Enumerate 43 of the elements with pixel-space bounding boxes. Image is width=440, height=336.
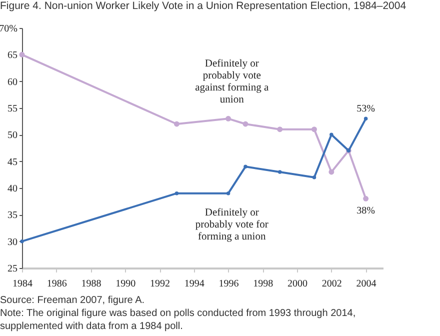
point [174, 191, 179, 196]
source-note: Source: Freeman 2007, figure A. [0, 295, 145, 306]
point [278, 170, 282, 174]
point [312, 126, 317, 132]
y-tick-label: 30 [8, 236, 18, 248]
point [277, 126, 283, 132]
y-tick-label: 25 [8, 264, 18, 274]
x-tick-label: 1986 [46, 278, 67, 290]
y-tick-label: 70% [0, 24, 18, 34]
x-tick-label: 2004 [356, 278, 376, 290]
x-tick-label: 1996 [218, 278, 239, 290]
text: Note: The original figure was based on polls conducted from 1993 through 2014, supplemented with data from a 1984 poll. [0, 308, 356, 332]
y-tick-label: 35 [8, 210, 18, 222]
y-tick-label: 55 [8, 104, 18, 114]
point [328, 169, 334, 175]
x-tick-label: 1992 [150, 278, 170, 290]
point [363, 196, 369, 202]
y-tick-label: 45 [8, 156, 18, 168]
series-label: Definitely or probably vote against forming a union [195, 58, 269, 106]
x-tick-label: 1988 [81, 278, 102, 290]
series-label: Definitely or probably vote for forming a union [195, 207, 269, 242]
x-tick-label: 2002 [322, 278, 342, 290]
x-tick-label: 2000 [288, 278, 308, 290]
point [242, 121, 248, 127]
y-tick-label: 50 [8, 130, 18, 142]
point [364, 116, 368, 121]
x-tick-label: 1984 [12, 278, 32, 290]
chart-title: Figure 4. Non-union Worker Likely Vote in a Union Representation Election, 1984–2004 [0, 0, 406, 12]
point [330, 132, 334, 137]
point [174, 121, 180, 127]
point [19, 52, 25, 58]
y-tick-label: 40 [8, 184, 18, 194]
x-tick-label: 1990 [116, 278, 136, 290]
y-tick-label: 60 [8, 76, 18, 88]
x-tick-label: 1994 [184, 278, 204, 290]
data-label: 38% [356, 206, 375, 217]
data-label: 53% [356, 104, 375, 115]
point [244, 164, 248, 169]
x-tick-label: 1998 [253, 278, 274, 290]
point [312, 175, 316, 180]
point [226, 191, 230, 196]
point [226, 116, 232, 122]
y-tick-label: 65 [8, 50, 18, 62]
